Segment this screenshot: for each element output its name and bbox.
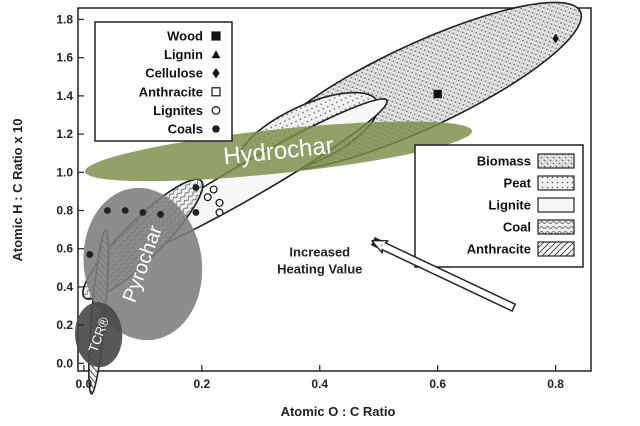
region-legend-swatch-anthracite <box>537 241 575 257</box>
marker-legend-symbol-lignin <box>211 50 221 59</box>
y-tick-label: 1.0 <box>56 165 73 179</box>
heating-value-label-line: Heating Value <box>277 261 362 276</box>
marker-legend-label-cellulose: Cellulose <box>145 66 203 81</box>
y-tick-label: 1.8 <box>56 12 73 26</box>
y-tick-label: 1.4 <box>56 89 73 103</box>
point-coals <box>104 207 111 214</box>
y-tick-label: 1.6 <box>56 51 73 65</box>
heating-value-annotation: Increased Heating Value <box>277 237 517 313</box>
y-axis-title: Atomic H : C Ratio x 10 <box>10 118 25 261</box>
char-region-hydrochar <box>84 121 473 182</box>
heating-value-arrow-fill <box>380 242 515 311</box>
point-coals <box>121 207 129 214</box>
marker-legend-symbol-cellulose <box>212 68 220 79</box>
region-legend-swatch-biomass <box>537 153 575 169</box>
region-legend-swatch-peat <box>537 175 575 191</box>
point-wood <box>433 89 442 99</box>
heating-value-label: Increased Heating Value <box>277 244 362 276</box>
marker-legend-symbol-lignites <box>211 105 221 115</box>
marker-legend-label-wood: Wood <box>167 29 203 44</box>
region-legend-swatch-lignite <box>537 197 575 213</box>
y-tick-label: 0.2 <box>56 318 73 332</box>
point-coals <box>157 210 164 218</box>
region-legend-label-peat: Peat <box>504 176 532 191</box>
region-legend-label-lignite: Lignite <box>488 198 531 213</box>
x-tick-label: 0.6 <box>429 377 446 391</box>
marker-legend-symbol-anthracite <box>211 87 221 97</box>
heating-value-label-line: Increased <box>289 244 350 259</box>
point-coals <box>192 184 200 192</box>
point-lignites <box>215 208 224 217</box>
point-cellulose <box>552 33 559 44</box>
region-legend: Biomass Peat Lignite Coal Anthracite <box>414 144 584 268</box>
point-lignites <box>215 198 224 207</box>
point-coals <box>192 209 200 216</box>
marker-legend-label-lignin: Lignin <box>164 47 203 62</box>
y-tick-label: 0.8 <box>56 204 73 218</box>
y-tick-label: 0.6 <box>56 242 73 256</box>
point-lignites <box>209 185 218 194</box>
x-tick-label: 0.0 <box>76 377 93 391</box>
x-axis-ticks: 0.0 0.2 0.4 0.6 0.8 <box>76 365 564 391</box>
y-tick-label: 0.0 <box>56 356 73 370</box>
region-legend-label-biomass: Biomass <box>477 154 531 169</box>
marker-legend-symbol-coals <box>212 125 220 133</box>
marker-legend-label-lignites: Lignites <box>153 103 203 118</box>
marker-legend-label-coals: Coals <box>168 122 203 137</box>
x-axis-title: Atomic O : C Ratio <box>281 404 396 419</box>
y-tick-label: 1.2 <box>56 127 73 141</box>
marker-legend-label-anthracite: Anthracite <box>139 84 203 99</box>
data-points <box>86 33 559 258</box>
y-tick-label: 0.4 <box>56 280 73 294</box>
marker-legend: Wood Lignin Cellulose Anthracite Lignites Coa… <box>94 21 233 142</box>
point-coals <box>139 209 147 216</box>
marker-legend-symbol-wood <box>211 31 221 41</box>
marker-legend-box <box>94 21 233 142</box>
x-tick-label: 0.4 <box>311 377 328 391</box>
y-axis-ticks: 0.0 0.2 0.4 0.6 0.8 1.0 1.2 1.4 1.6 1.8 <box>56 12 84 370</box>
x-tick-label: 0.2 <box>193 377 210 391</box>
x-tick-label: 0.8 <box>547 377 564 391</box>
point-coals <box>86 251 94 258</box>
char-region-pyrochar <box>83 187 203 341</box>
char-region-tcr <box>75 302 123 368</box>
region-legend-label-anthracite: Anthracite <box>467 242 531 257</box>
region-legend-label-coal: Coal <box>503 220 531 235</box>
region-legend-swatch-coal <box>537 219 575 235</box>
point-lignites <box>203 193 212 202</box>
